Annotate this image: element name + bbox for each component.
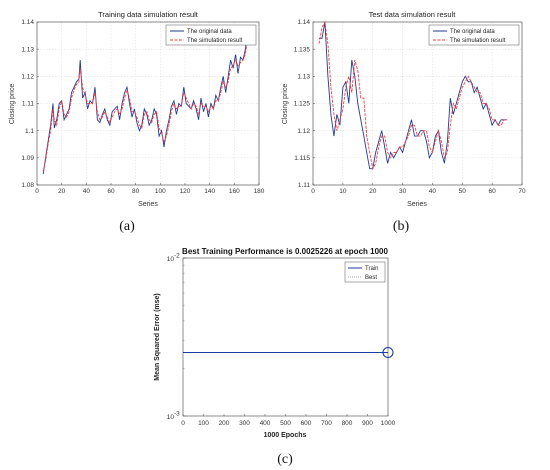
panel-c-xtick-label: 300 [239, 420, 250, 427]
panel-c-ylabel: Mean Squared Error (mse) [154, 293, 161, 381]
panel-b-xtick-label: 50 [459, 188, 467, 195]
panel-a-xtick-label: 100 [155, 188, 166, 195]
panel-b-ytick-label: 1.125 [294, 101, 311, 108]
panel-b-ytick-label: 1.14 [297, 19, 310, 26]
panel-a-xtick-label: 80 [132, 188, 140, 195]
panel-b-xtick-label: 60 [489, 188, 497, 195]
panel-c-legend-train: Train [365, 266, 378, 272]
panel-c-ytick-exponent: -2 [174, 253, 180, 260]
panel-b-ytick-label: 1.135 [294, 46, 311, 53]
panel-a-xtick-label: 140 [204, 188, 215, 195]
panel-c-xtick-label: 500 [280, 420, 291, 427]
panel-b-ytick-label: 1.13 [297, 74, 310, 81]
panel-b-ytick-label: 1.11 [298, 182, 311, 189]
panel-b-xtick-label: 30 [399, 188, 407, 195]
panel-b-xtick-label: 70 [518, 188, 526, 195]
panel-b-ytick-label: 1.12 [297, 128, 310, 135]
panel-b-test-chart: Test data simulation result 0 10 20 30 40 50 6… [282, 10, 526, 234]
panel-c-xtick-label: 700 [321, 420, 332, 427]
panel-a-ytick-label: 1.09 [21, 155, 34, 162]
panel-c-best-marker [382, 346, 394, 359]
panel-c-xlabel: 1000 Epochs [264, 432, 307, 439]
panel-b-grid [312, 21, 523, 186]
panel-a-xtick-label: 60 [107, 188, 115, 195]
panel-b-ylabel: Closing price [282, 84, 289, 125]
panel-c-ytick-label: 10 [167, 414, 175, 421]
panel-c-ytick-exponent: -3 [174, 411, 180, 418]
panel-a-xtick-label: 0 [35, 188, 39, 195]
panel-c-series [183, 258, 394, 416]
panel-b-xlabel: Series [407, 201, 427, 208]
panel-a-simulation-line [42, 35, 249, 172]
panel-a-ytick-label: 1.1 [25, 128, 34, 135]
panel-a-xtick-label: 160 [229, 188, 240, 195]
panel-c-title: Best Training Performance is 0.0025226 a… [182, 247, 388, 256]
panel-c-xtick-label: 200 [219, 420, 230, 427]
panel-b-xtick-label: 10 [339, 188, 347, 195]
panel-b-xtick-label: 20 [369, 188, 377, 195]
panel-c-xtick-label: 400 [260, 420, 271, 427]
panel-a-xtick-label: 120 [180, 188, 191, 195]
panel-b-title: Test data simulation result [369, 10, 457, 19]
panel-a-xlabel: Series [138, 201, 158, 208]
panel-a-ytick-label: 1.08 [21, 182, 34, 189]
panel-b-legend: The original data The simulation result [428, 24, 520, 46]
panel-a-ytick-label: 1.11 [22, 101, 35, 108]
panel-b-xtick-label: 0 [311, 188, 315, 195]
panel-a-title: Training data simulation result [98, 10, 199, 19]
panel-a-ticks: 0 20 40 60 80 100 120 140 160 180 1.08 1.09 1.1 1.11 1… [21, 19, 264, 195]
panel-b-ytick-label: 1.115 [294, 155, 310, 162]
panel-c-xtick-label: 100 [198, 420, 209, 427]
panel-c-xtick-label: 1000 [381, 420, 396, 427]
panel-c-caption: (c) [277, 452, 293, 467]
panel-b-legend-simulation: The simulation result [450, 38, 506, 44]
panel-b-ticks: 0 10 20 30 40 50 60 70 1.11 1.115 1.12 1.125 1.13 1.1… [294, 19, 526, 195]
panel-c-ytick-label: 10 [167, 256, 175, 263]
panel-c-xtick-label: 900 [362, 420, 373, 427]
panel-c-legend-best: Best [365, 275, 377, 281]
panel-a-xtick-label: 180 [254, 188, 265, 195]
panel-a-ytick-label: 1.13 [21, 46, 34, 53]
panel-a-legend-original: The original data [187, 29, 232, 35]
panel-b-caption: (b) [393, 219, 410, 234]
panel-a-xtick-label: 20 [58, 188, 66, 195]
panel-a-xtick-label: 40 [83, 188, 91, 195]
panel-a-series [42, 27, 249, 175]
panel-a-legend: The original data The simulation result [165, 24, 257, 46]
panel-b-simulation-line [318, 20, 508, 171]
panel-b-legend-original: The original data [450, 29, 495, 35]
panel-a-ytick-label: 1.14 [21, 19, 34, 26]
panel-a-ylabel: Closing price [9, 84, 16, 125]
panel-b-series [318, 20, 508, 171]
panel-c-xtick-label: 600 [301, 420, 312, 427]
panel-c-performance-chart: Best Training Performance is 0.0025226 a… [154, 247, 396, 467]
panel-c-xtick-label: 0 [181, 420, 185, 427]
panel-a-ytick-label: 1.12 [21, 74, 34, 81]
panel-a-caption: (a) [119, 219, 135, 234]
panel-c-legend: Train Best [344, 261, 386, 283]
panel-b-xtick-label: 40 [429, 188, 437, 195]
panel-a-training-chart: Training data simulation result 0 20 40 60 8… [9, 10, 265, 234]
panel-c-xtick-label: 800 [342, 420, 353, 427]
panel-a-legend-simulation: The simulation result [187, 38, 243, 44]
